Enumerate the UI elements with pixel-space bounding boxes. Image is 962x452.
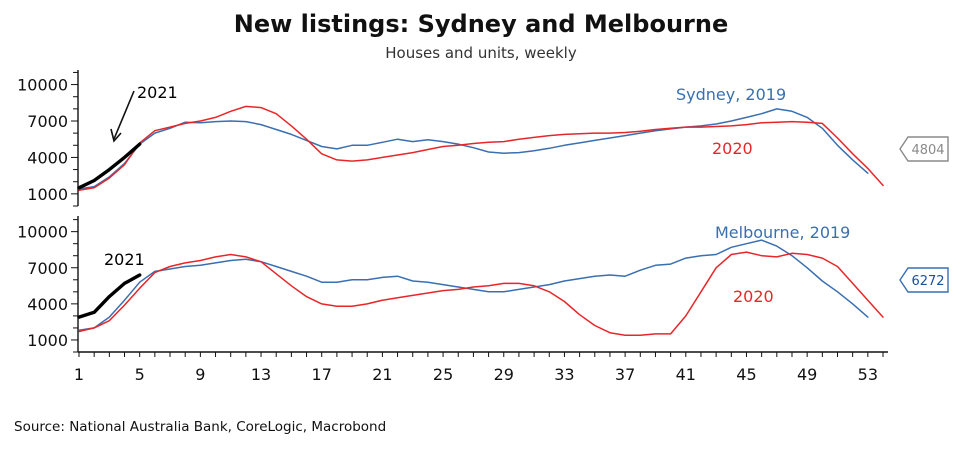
2021-arrow bbox=[110, 90, 135, 143]
y2021-series-label: 2021 bbox=[137, 83, 178, 102]
y-tick-label: 4000 bbox=[27, 148, 68, 167]
x-tick-label: 17 bbox=[312, 365, 332, 384]
source-note: Source: National Australia Bank, CoreLog… bbox=[14, 419, 387, 435]
x-tick-label: 9 bbox=[195, 365, 205, 384]
y-tick-label: 10000 bbox=[17, 76, 68, 95]
sydney-y2019-line bbox=[78, 108, 869, 190]
y-tick-label: 10000 bbox=[17, 223, 68, 242]
y2020-series-label: 2020 bbox=[712, 139, 753, 158]
x-tick-label: 13 bbox=[251, 365, 271, 384]
y-tick-label: 4000 bbox=[27, 295, 68, 314]
melbourne-panel: 10000 7000 4000 1000 Melbourne, 2019 2020 2021… bbox=[17, 216, 949, 353]
x-tick-label: 1 bbox=[74, 365, 84, 384]
y2020-series-label: 2020 bbox=[733, 287, 774, 306]
last-value-label: 6272 bbox=[911, 274, 944, 289]
melbourne-y2021-line bbox=[77, 273, 142, 319]
x-axis: 1 5 9 13 17 21 25 29 33 37 41 45 49 53 bbox=[74, 351, 888, 384]
x-tick-label: 29 bbox=[494, 365, 514, 384]
sydney-y2020-line bbox=[78, 105, 884, 191]
y2019-series-label: Sydney, 2019 bbox=[676, 85, 786, 104]
x-tick-label: 49 bbox=[797, 365, 817, 384]
x-tick-label: 45 bbox=[736, 365, 756, 384]
melbourne-y2019-line bbox=[78, 239, 869, 332]
sydney-y2021-line bbox=[77, 142, 142, 190]
y-tick-label: 7000 bbox=[27, 259, 68, 278]
x-tick-label: 5 bbox=[135, 365, 145, 384]
y-tick-label: 1000 bbox=[27, 331, 68, 350]
last-value-callout bbox=[899, 136, 949, 162]
x-tick-label: 41 bbox=[676, 365, 696, 384]
x-tick-label: 25 bbox=[433, 365, 453, 384]
last-value-label: 4804 bbox=[911, 143, 944, 158]
x-tick-label: 21 bbox=[372, 365, 392, 384]
chart-subtitle: Houses and units, weekly bbox=[385, 44, 577, 62]
x-tick-label: 53 bbox=[858, 365, 878, 384]
y-tick-label: 7000 bbox=[27, 112, 68, 131]
y-tick-label: 1000 bbox=[27, 185, 68, 204]
y2021-series-label: 2021 bbox=[104, 250, 145, 269]
y2019-series-label: Melbourne, 2019 bbox=[715, 223, 850, 242]
sydney-panel: 10000 7000 4000 1000 Sydney, 2019 2020 2021 480… bbox=[17, 70, 949, 207]
melbourne-y2020-line bbox=[78, 251, 884, 336]
last-value-callout bbox=[899, 267, 949, 293]
x-tick-label: 37 bbox=[615, 365, 635, 384]
chart-title: New listings: Sydney and Melbourne bbox=[233, 10, 729, 38]
x-tick-label: 33 bbox=[554, 365, 574, 384]
